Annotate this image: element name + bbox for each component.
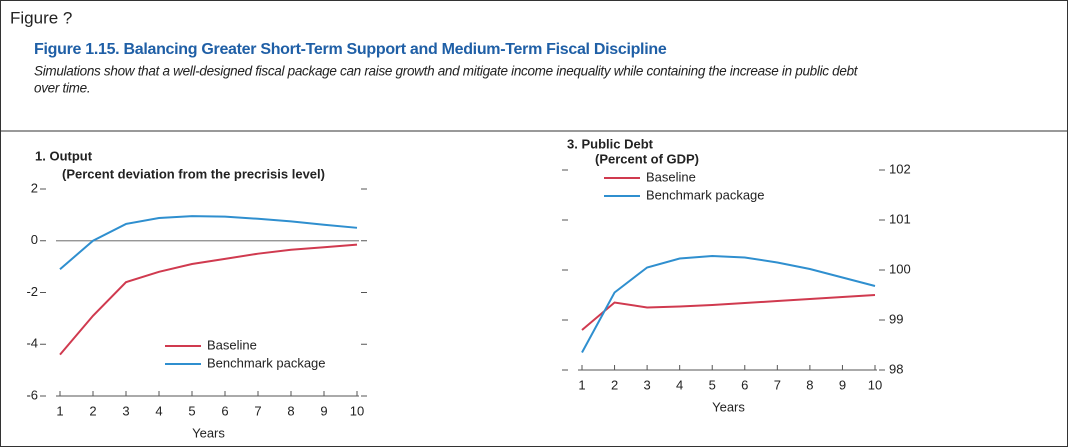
x-tick-label: 3 (122, 403, 129, 418)
legend-label: Benchmark package (646, 187, 765, 202)
y-tick-label: -2 (26, 284, 38, 299)
x-tick-label: 2 (611, 377, 618, 392)
x-axis-label: Years (712, 399, 745, 414)
legend-label: Baseline (646, 169, 696, 184)
y-tick-label: 101 (889, 211, 911, 226)
legend-label: Benchmark package (207, 355, 326, 370)
y-tick-label: 2 (31, 180, 38, 195)
legend-label: Baseline (207, 337, 257, 352)
x-tick-label: 5 (709, 377, 716, 392)
x-tick-label: 4 (155, 403, 162, 418)
x-tick-label: 6 (221, 403, 228, 418)
figure-label: Figure ? (10, 8, 72, 27)
x-tick-label: 1 (56, 403, 63, 418)
x-tick-label: 9 (320, 403, 327, 418)
x-tick-label: 6 (741, 377, 748, 392)
subtitle: over time. (34, 81, 90, 96)
x-tick-label: 5 (188, 403, 195, 418)
y-tick-label: 98 (889, 361, 903, 376)
y-tick-label: 99 (889, 311, 903, 326)
chart-subtitle: (Percent deviation from the precrisis le… (62, 166, 325, 181)
figure-title: Figure 1.15. Balancing Greater Short-Ter… (34, 41, 667, 58)
x-tick-label: 9 (839, 377, 846, 392)
x-tick-label: 4 (676, 377, 683, 392)
x-axis-label: Years (192, 425, 225, 440)
series-line (59, 243, 358, 356)
x-tick-label: 1 (578, 377, 585, 392)
chart-subtitle: (Percent of GDP) (595, 151, 699, 166)
y-tick-label: -4 (26, 336, 38, 351)
subtitle: Simulations show that a well-designed fi… (34, 64, 859, 79)
chart-title: 3. Public Debt (567, 136, 654, 151)
x-tick-label: 2 (89, 403, 96, 418)
y-tick-label: 102 (889, 161, 911, 176)
series-line (581, 294, 876, 331)
series-line (59, 215, 358, 270)
x-tick-label: 7 (254, 403, 261, 418)
series-line (581, 254, 876, 353)
y-tick-label: 100 (889, 261, 911, 276)
chart-title: 1. Output (35, 148, 93, 163)
y-tick-label: -6 (26, 387, 38, 402)
x-tick-label: 8 (287, 403, 294, 418)
x-tick-label: 10 (350, 403, 364, 418)
x-tick-label: 3 (643, 377, 650, 392)
x-tick-label: 10 (868, 377, 882, 392)
x-tick-label: 7 (774, 377, 781, 392)
x-tick-label: 8 (806, 377, 813, 392)
y-tick-label: 0 (31, 232, 38, 247)
